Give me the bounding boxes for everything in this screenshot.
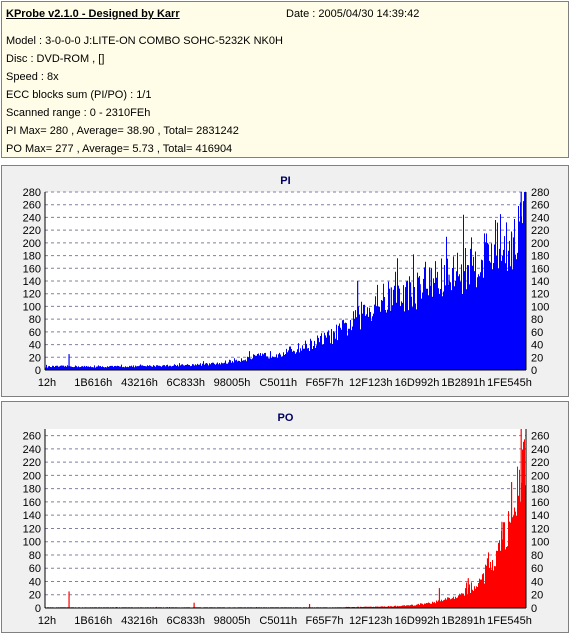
pi-y-tick-right: 20 — [531, 352, 543, 364]
pi-y-tick-right: 120 — [531, 289, 549, 301]
po-y-tick-right: 140 — [531, 510, 549, 522]
po-y-tick-left: 160 — [23, 497, 41, 509]
pi-y-tick-left: 240 — [23, 212, 41, 224]
pi-y-tick-right: 60 — [531, 327, 543, 339]
po-x-tick-label: 1B2891h — [441, 615, 485, 627]
po-y-tick-left: 20 — [29, 590, 41, 602]
pi-chart-panel: PI 0 0 20 20 40 40 60 60 80 80 100 100 120 120 140 140 16… — [1, 165, 569, 397]
po-x-tick-label: 12F123h — [349, 615, 392, 627]
model-line: Model : 3-0-0-0 J:LITE-ON COMBO SOHC-523… — [6, 35, 283, 47]
pi-y-tick-right: 200 — [531, 238, 549, 250]
pi-x-tick-label: 43216h — [121, 377, 158, 389]
po-x-tick-label: 1FE545h — [487, 615, 532, 627]
pi-y-tick-left: 0 — [35, 365, 41, 377]
pi-y-tick-right: 160 — [531, 263, 549, 275]
po-plot-area — [45, 429, 526, 608]
po-x-tick-label: 6C833h — [166, 615, 205, 627]
pi-y-tick-left: 60 — [29, 327, 41, 339]
app-title: KProbe v2.1.0 - Designed by Karr — [6, 8, 180, 20]
ecc-line: ECC blocks sum (PI/PO) : 1/1 — [6, 89, 152, 101]
pi-y-tick-right: 260 — [531, 200, 549, 212]
po-y-tick-right: 160 — [531, 497, 549, 509]
po-y-tick-right: 20 — [531, 590, 543, 602]
pi-x-tick-label: 98005h — [214, 377, 251, 389]
po-y-tick-right: 80 — [531, 550, 543, 562]
pi-x-tick-label: 12F123h — [349, 377, 392, 389]
pi-y-tick-left: 260 — [23, 200, 41, 212]
po-y-tick-left: 80 — [29, 550, 41, 562]
disc-line: Disc : DVD-ROM , [] — [6, 53, 105, 65]
pi-y-tick-right: 40 — [531, 340, 543, 352]
scan-date: Date : 2005/04/30 14:39:42 — [286, 8, 420, 20]
po-x-tick-label: F65F7h — [306, 615, 344, 627]
pi-x-tick-label: 12h — [38, 377, 56, 389]
pi-x-tick-label: 1B616h — [74, 377, 112, 389]
po-y-tick-left: 140 — [23, 510, 41, 522]
po-x-tick-label: 16D992h — [395, 615, 440, 627]
po-x-tick-label: 1B616h — [74, 615, 112, 627]
pi-y-tick-left: 40 — [29, 340, 41, 352]
po-y-tick-right: 0 — [531, 603, 537, 615]
po-y-tick-left: 220 — [23, 457, 41, 469]
po-y-tick-left: 120 — [23, 523, 41, 535]
pi-y-tick-right: 80 — [531, 314, 543, 326]
pi-y-tick-right: 180 — [531, 251, 549, 263]
po-x-tick-label: 98005h — [214, 615, 251, 627]
po-y-tick-right: 180 — [531, 484, 549, 496]
pi-x-tick-label: C5011h — [259, 377, 297, 389]
pi-x-tick-label: 16D992h — [395, 377, 440, 389]
po-y-tick-right: 40 — [531, 576, 543, 588]
pi-x-tick-label: F65F7h — [306, 377, 344, 389]
pi-y-tick-left: 220 — [23, 225, 41, 237]
pi-y-tick-right: 280 — [531, 187, 549, 199]
po-y-tick-right: 100 — [531, 537, 549, 549]
po-chart-panel: PO 0 0 20 20 40 40 60 60 80 80 100 100 120 120 140 140 16… — [1, 401, 569, 633]
po-x-tick-label: 12h — [38, 615, 56, 627]
po-y-tick-right: 120 — [531, 523, 549, 535]
pi-y-tick-left: 120 — [23, 289, 41, 301]
po-y-tick-right: 200 — [531, 470, 549, 482]
po-y-tick-left: 0 — [35, 603, 41, 615]
po-y-tick-left: 200 — [23, 470, 41, 482]
pi-y-tick-left: 20 — [29, 352, 41, 364]
po-y-tick-left: 260 — [23, 431, 41, 443]
range-line: Scanned range : 0 - 2310FEh — [6, 107, 151, 119]
po-y-tick-left: 40 — [29, 576, 41, 588]
pi-chart-title: PI — [280, 175, 290, 187]
pi-x-tick-label: 1FE545h — [487, 377, 532, 389]
pi-y-tick-right: 0 — [531, 365, 537, 377]
po-y-tick-left: 180 — [23, 484, 41, 496]
pi-y-tick-left: 140 — [23, 276, 41, 288]
pi-y-tick-right: 220 — [531, 225, 549, 237]
po-y-tick-left: 60 — [29, 563, 41, 575]
pi-summary-line: PI Max= 280 , Average= 38.90 , Total= 28… — [6, 125, 239, 137]
pi-y-tick-right: 240 — [531, 212, 549, 224]
pi-y-tick-left: 200 — [23, 238, 41, 250]
po-y-tick-left: 240 — [23, 444, 41, 456]
po-chart-title: PO — [278, 412, 294, 424]
po-y-tick-right: 260 — [531, 431, 549, 443]
pi-y-tick-left: 100 — [23, 301, 41, 313]
po-x-tick-label: C5011h — [259, 615, 297, 627]
pi-y-tick-right: 140 — [531, 276, 549, 288]
info-panel: KProbe v2.1.0 - Designed by Karr Date : … — [1, 1, 569, 158]
pi-x-tick-label: 6C833h — [166, 377, 205, 389]
speed-line: Speed : 8x — [6, 71, 59, 83]
pi-y-tick-left: 160 — [23, 263, 41, 275]
po-y-tick-left: 100 — [23, 537, 41, 549]
pi-y-tick-left: 180 — [23, 251, 41, 263]
po-y-tick-right: 60 — [531, 563, 543, 575]
pi-y-tick-right: 100 — [531, 301, 549, 313]
po-y-tick-right: 240 — [531, 444, 549, 456]
pi-y-tick-left: 280 — [23, 187, 41, 199]
po-x-tick-label: 43216h — [121, 615, 158, 627]
pi-x-tick-label: 1B2891h — [441, 377, 485, 389]
po-y-tick-right: 220 — [531, 457, 549, 469]
pi-y-tick-left: 80 — [29, 314, 41, 326]
po-summary-line: PO Max= 277 , Average= 5.73 , Total= 416… — [6, 143, 233, 155]
